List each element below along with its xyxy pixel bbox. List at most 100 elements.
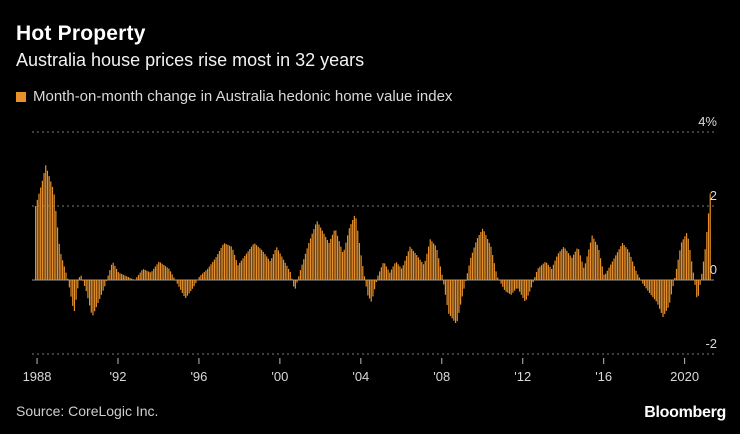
bar: [706, 231, 708, 280]
bar: [480, 231, 482, 280]
bar: [284, 262, 286, 280]
bar: [691, 261, 693, 280]
bar: [399, 266, 401, 280]
bar: [291, 278, 293, 280]
bar: [380, 267, 382, 280]
bar: [159, 262, 162, 280]
bar: [264, 254, 266, 280]
bar: [699, 280, 701, 285]
bar: [230, 246, 232, 280]
bar: [694, 280, 696, 285]
bar: [195, 280, 197, 284]
bar: [203, 271, 205, 280]
bar: [89, 280, 91, 306]
x-axis: 1988 '92 '96 '00 '04 '08 '12 '16 2020: [23, 358, 699, 384]
bar: [357, 230, 359, 280]
bar: [610, 264, 612, 280]
bar: [628, 252, 630, 280]
bar: [687, 238, 689, 280]
bar: [601, 266, 603, 280]
bar: [308, 243, 310, 280]
bar: [379, 271, 381, 280]
bar: [569, 255, 571, 280]
bar: [454, 280, 457, 324]
bar: [527, 280, 529, 296]
bar: [387, 269, 389, 280]
bar: [139, 272, 141, 280]
bar: [525, 280, 527, 300]
bar: [309, 238, 312, 280]
bar: [119, 273, 121, 280]
bar: [648, 280, 651, 293]
bar: [665, 280, 667, 311]
bar: [647, 280, 649, 291]
bar: [579, 255, 581, 280]
bar: [588, 249, 590, 280]
bar: [70, 280, 72, 297]
bar: [495, 271, 497, 280]
bar: [148, 271, 150, 280]
bar: [46, 170, 49, 280]
bar: [196, 280, 199, 281]
bar: [124, 275, 126, 280]
bar: [547, 264, 549, 280]
bar: [421, 261, 423, 280]
bar: [134, 279, 136, 281]
bar: [180, 280, 182, 290]
bar: [153, 268, 155, 280]
bar: [682, 239, 684, 280]
bar: [175, 280, 177, 281]
bar: [510, 280, 512, 295]
bar: [453, 280, 455, 321]
bar: [353, 215, 355, 280]
bar: [456, 280, 458, 322]
bar: [539, 266, 541, 280]
bar: [549, 266, 551, 280]
bar: [571, 257, 573, 280]
bar: [552, 264, 554, 280]
bar: [289, 271, 291, 280]
bar: [465, 280, 467, 281]
bar: [662, 280, 664, 317]
x-tick-label: '16: [595, 369, 612, 384]
bar: [102, 280, 104, 291]
bar: [382, 263, 384, 280]
bar: [234, 254, 236, 280]
bar: [360, 255, 362, 280]
bar: [298, 276, 300, 280]
bar: [409, 246, 411, 280]
bar: [326, 239, 328, 280]
bar: [262, 251, 264, 280]
bar: [235, 260, 237, 280]
bar: [637, 274, 639, 280]
bar: [530, 280, 533, 288]
bar: [213, 259, 215, 280]
bar: [274, 249, 276, 280]
bar: [269, 261, 271, 280]
bar: [117, 271, 119, 280]
bar: [237, 265, 239, 280]
bar: [255, 245, 258, 280]
bar: [600, 258, 602, 280]
bar: [122, 274, 124, 280]
bar: [136, 277, 138, 280]
bar: [318, 224, 320, 280]
bar: [512, 280, 514, 293]
bar: [375, 280, 377, 283]
bar: [551, 268, 553, 280]
bar: [709, 193, 711, 280]
bar: [40, 187, 42, 280]
bar: [341, 251, 344, 280]
bar: [642, 280, 644, 284]
bar: [169, 271, 172, 280]
bar: [441, 274, 443, 280]
bar: [554, 260, 556, 280]
bar: [594, 241, 597, 280]
source-note: Source: CoreLogic Inc.: [16, 403, 159, 419]
bar: [222, 244, 224, 280]
bar: [620, 246, 622, 280]
bloomberg-logo: Bloomberg: [644, 404, 726, 421]
bar: [110, 264, 113, 280]
bar: [208, 266, 210, 280]
bar: [427, 246, 430, 280]
